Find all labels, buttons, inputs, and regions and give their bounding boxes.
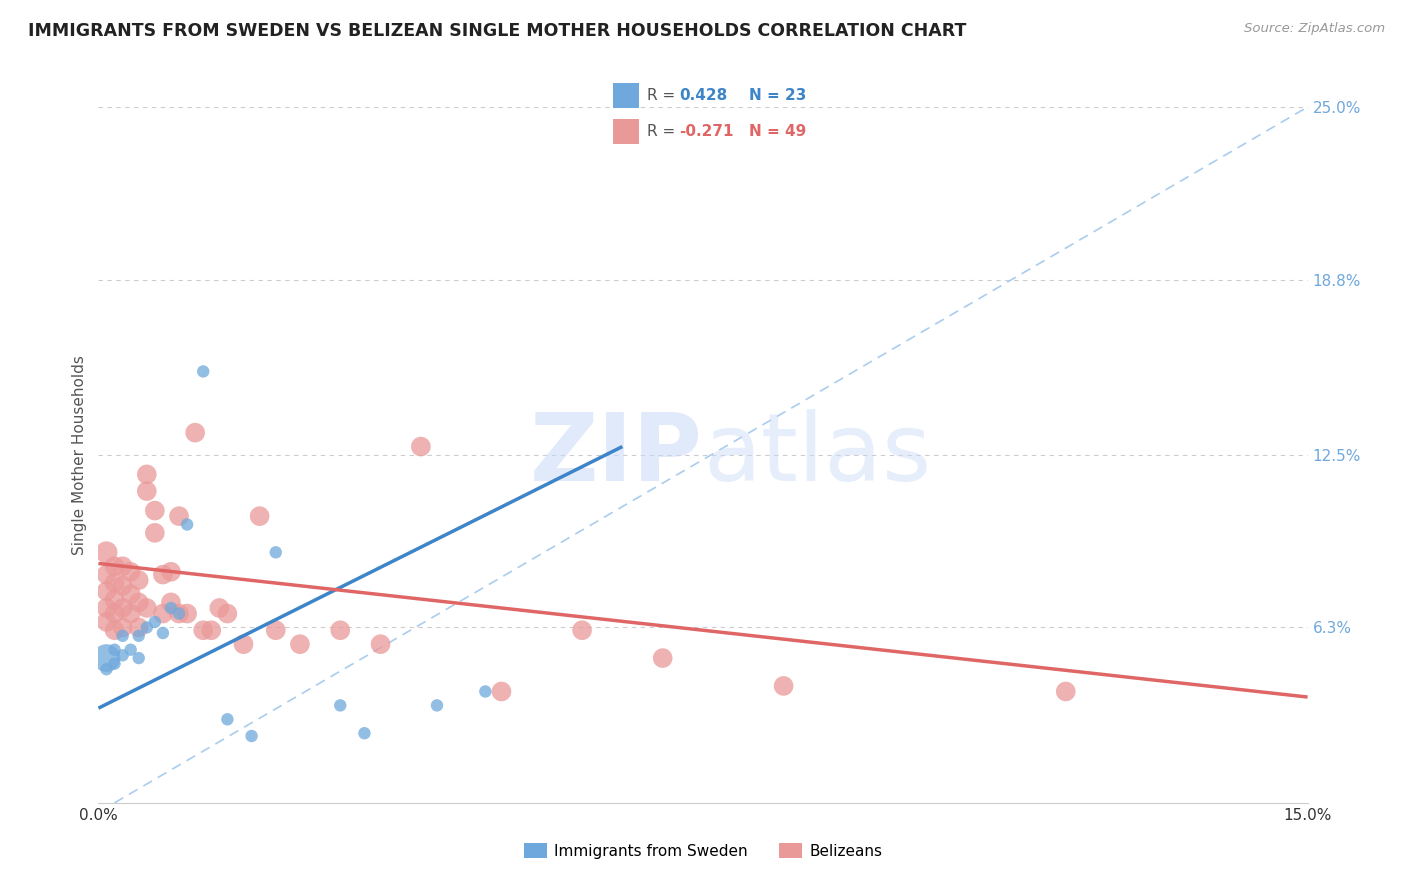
Point <box>152 567 174 582</box>
Point <box>143 615 166 629</box>
Point <box>128 595 150 609</box>
Point <box>167 607 190 621</box>
Point <box>120 607 142 621</box>
Point <box>103 592 125 607</box>
Point <box>651 651 673 665</box>
Point <box>120 565 142 579</box>
Point <box>491 684 513 698</box>
Point <box>370 637 392 651</box>
Point <box>103 642 125 657</box>
Point <box>143 525 166 540</box>
Point <box>329 624 352 638</box>
Point <box>103 624 125 638</box>
Point <box>208 601 231 615</box>
Point <box>329 698 352 713</box>
Point <box>103 559 125 574</box>
Point <box>120 642 142 657</box>
Legend: Immigrants from Sweden, Belizeans: Immigrants from Sweden, Belizeans <box>517 837 889 864</box>
Point <box>152 607 174 621</box>
Y-axis label: Single Mother Households: Single Mother Households <box>72 355 87 555</box>
Point <box>111 559 134 574</box>
Point <box>240 729 263 743</box>
Point <box>152 626 174 640</box>
Point <box>217 607 239 621</box>
Text: R =: R = <box>647 124 681 139</box>
Point <box>167 509 190 524</box>
Point <box>120 587 142 601</box>
Point <box>160 595 183 609</box>
Point <box>103 607 125 621</box>
Point <box>167 607 190 621</box>
Point <box>96 662 118 676</box>
Point <box>103 576 125 591</box>
Point <box>160 601 183 615</box>
Point <box>111 579 134 593</box>
Point <box>1054 684 1077 698</box>
Point <box>200 624 222 638</box>
Point <box>264 545 287 559</box>
Point <box>474 684 496 698</box>
Point <box>193 364 215 378</box>
Point <box>232 637 254 651</box>
Point <box>193 624 215 638</box>
Point <box>426 698 449 713</box>
Point <box>249 509 271 524</box>
Point <box>96 601 118 615</box>
Point <box>128 651 150 665</box>
Point <box>135 620 157 634</box>
Point <box>135 467 157 482</box>
Text: N = 23: N = 23 <box>749 88 806 103</box>
Point <box>96 545 118 559</box>
Text: Source: ZipAtlas.com: Source: ZipAtlas.com <box>1244 22 1385 36</box>
Point <box>264 624 287 638</box>
Point <box>135 601 157 615</box>
Bar <box>613 84 640 109</box>
Point <box>288 637 311 651</box>
Point <box>135 484 157 499</box>
Point <box>128 573 150 587</box>
Point <box>571 624 593 638</box>
Point <box>96 584 118 599</box>
Point <box>184 425 207 440</box>
Text: 0.428: 0.428 <box>679 88 728 103</box>
Text: ZIP: ZIP <box>530 409 703 501</box>
Point <box>111 648 134 663</box>
Point <box>772 679 794 693</box>
Point <box>128 620 150 634</box>
Point <box>96 567 118 582</box>
Point <box>176 607 198 621</box>
Point <box>143 503 166 517</box>
Point <box>111 620 134 634</box>
Text: atlas: atlas <box>703 409 931 501</box>
Point <box>96 615 118 629</box>
Point <box>128 629 150 643</box>
Point <box>217 712 239 726</box>
Point <box>160 565 183 579</box>
Point <box>111 601 134 615</box>
Point <box>176 517 198 532</box>
Point <box>103 657 125 671</box>
Text: IMMIGRANTS FROM SWEDEN VS BELIZEAN SINGLE MOTHER HOUSEHOLDS CORRELATION CHART: IMMIGRANTS FROM SWEDEN VS BELIZEAN SINGL… <box>28 22 966 40</box>
Text: R =: R = <box>647 88 681 103</box>
Bar <box>613 119 640 144</box>
Point <box>409 440 432 454</box>
Point <box>96 651 118 665</box>
Point <box>111 629 134 643</box>
Text: N = 49: N = 49 <box>749 124 806 139</box>
Point <box>353 726 375 740</box>
Text: -0.271: -0.271 <box>679 124 734 139</box>
